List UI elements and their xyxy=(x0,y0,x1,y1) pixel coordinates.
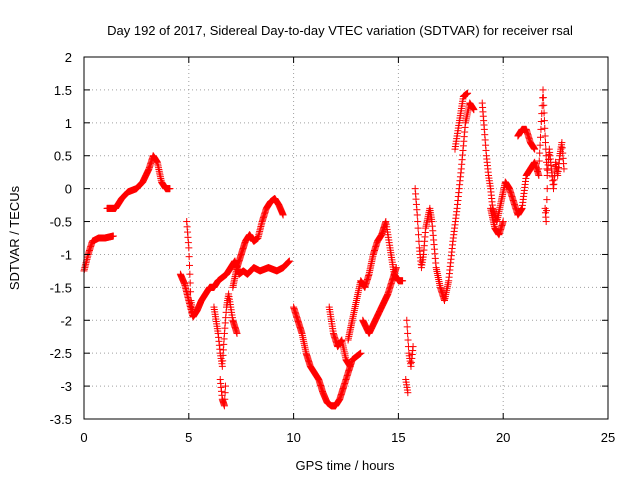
x-tick-label: 25 xyxy=(601,430,615,445)
x-tick-label: 15 xyxy=(391,430,405,445)
y-tick-label: -3.5 xyxy=(50,412,72,427)
y-tick-label: 1.5 xyxy=(54,83,72,98)
x-tick-label: 5 xyxy=(185,430,192,445)
x-axis-label: GPS time / hours xyxy=(296,458,395,473)
y-tick-label: -3 xyxy=(60,379,72,394)
y-tick-label: 0.5 xyxy=(54,149,72,164)
data-point xyxy=(166,185,174,193)
y-tick-label: -2 xyxy=(60,313,72,328)
y-tick-label: -1 xyxy=(60,247,72,262)
y-tick-label: -0.5 xyxy=(50,215,72,230)
y-tick-label: 1 xyxy=(65,116,72,131)
x-tick-label: 10 xyxy=(286,430,300,445)
data-point xyxy=(109,232,117,240)
y-tick-label: 2 xyxy=(65,50,72,65)
y-tick-label: -1.5 xyxy=(50,280,72,295)
x-tick-label: 0 xyxy=(80,430,87,445)
y-tick-label: 0 xyxy=(65,182,72,197)
data-points xyxy=(80,86,568,410)
x-tick-label: 20 xyxy=(496,430,510,445)
y-tick-label: -2.5 xyxy=(50,346,72,361)
chart-title: Day 192 of 2017, Sidereal Day-to-day VTE… xyxy=(107,23,573,38)
y-axis-label: SDTVAR / TECUs xyxy=(7,185,22,290)
grid-lines xyxy=(84,57,608,419)
